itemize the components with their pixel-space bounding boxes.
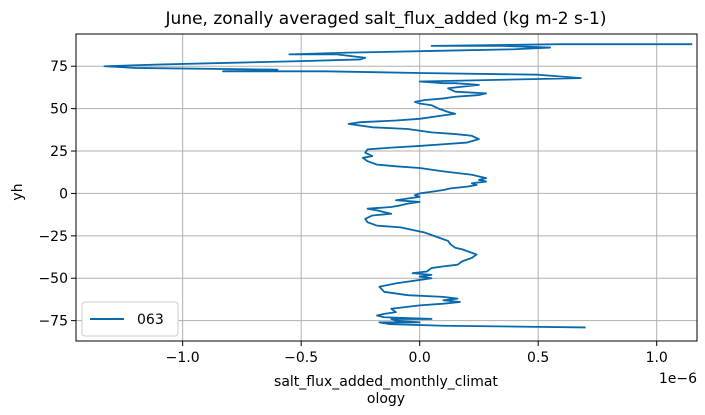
data-series [103,43,693,329]
legend-label: 063 [137,312,164,328]
y-tick-label: 25 [50,144,68,160]
x-ticks: −1.0 −0.5 0.0 0.5 1.0 [166,341,668,366]
legend: 063 [81,301,179,337]
y-tick-label: −50 [38,271,68,287]
series-line-063 [103,43,693,329]
x-tick-label: 1.0 [646,350,668,366]
y-tick-label: −75 [38,314,68,330]
y-axis-label: yh [10,183,26,200]
y-tick-label: 50 [50,102,68,118]
gridlines [76,34,697,341]
y-tick-label: 0 [59,186,68,202]
y-tick-label: −25 [38,229,68,245]
x-axis-label-line1: salt_flux_added_monthly_climat [274,374,498,390]
y-ticks: −75 −50 −25 0 25 50 75 [38,59,76,330]
x-tick-label: 0.0 [409,350,431,366]
x-offset-text: 1e−6 [659,371,697,387]
chart-title: June, zonally averaged salt_flux_added (… [165,9,607,29]
x-tick-label: −1.0 [166,350,200,366]
plot-frame [75,33,698,342]
x-tick-label: −0.5 [284,350,318,366]
y-tick-label: 75 [50,59,68,75]
x-axis-label-line2: ology [367,391,405,407]
x-tick-label: 0.5 [527,350,549,366]
plot-area [75,33,698,342]
legend-box [81,301,179,337]
